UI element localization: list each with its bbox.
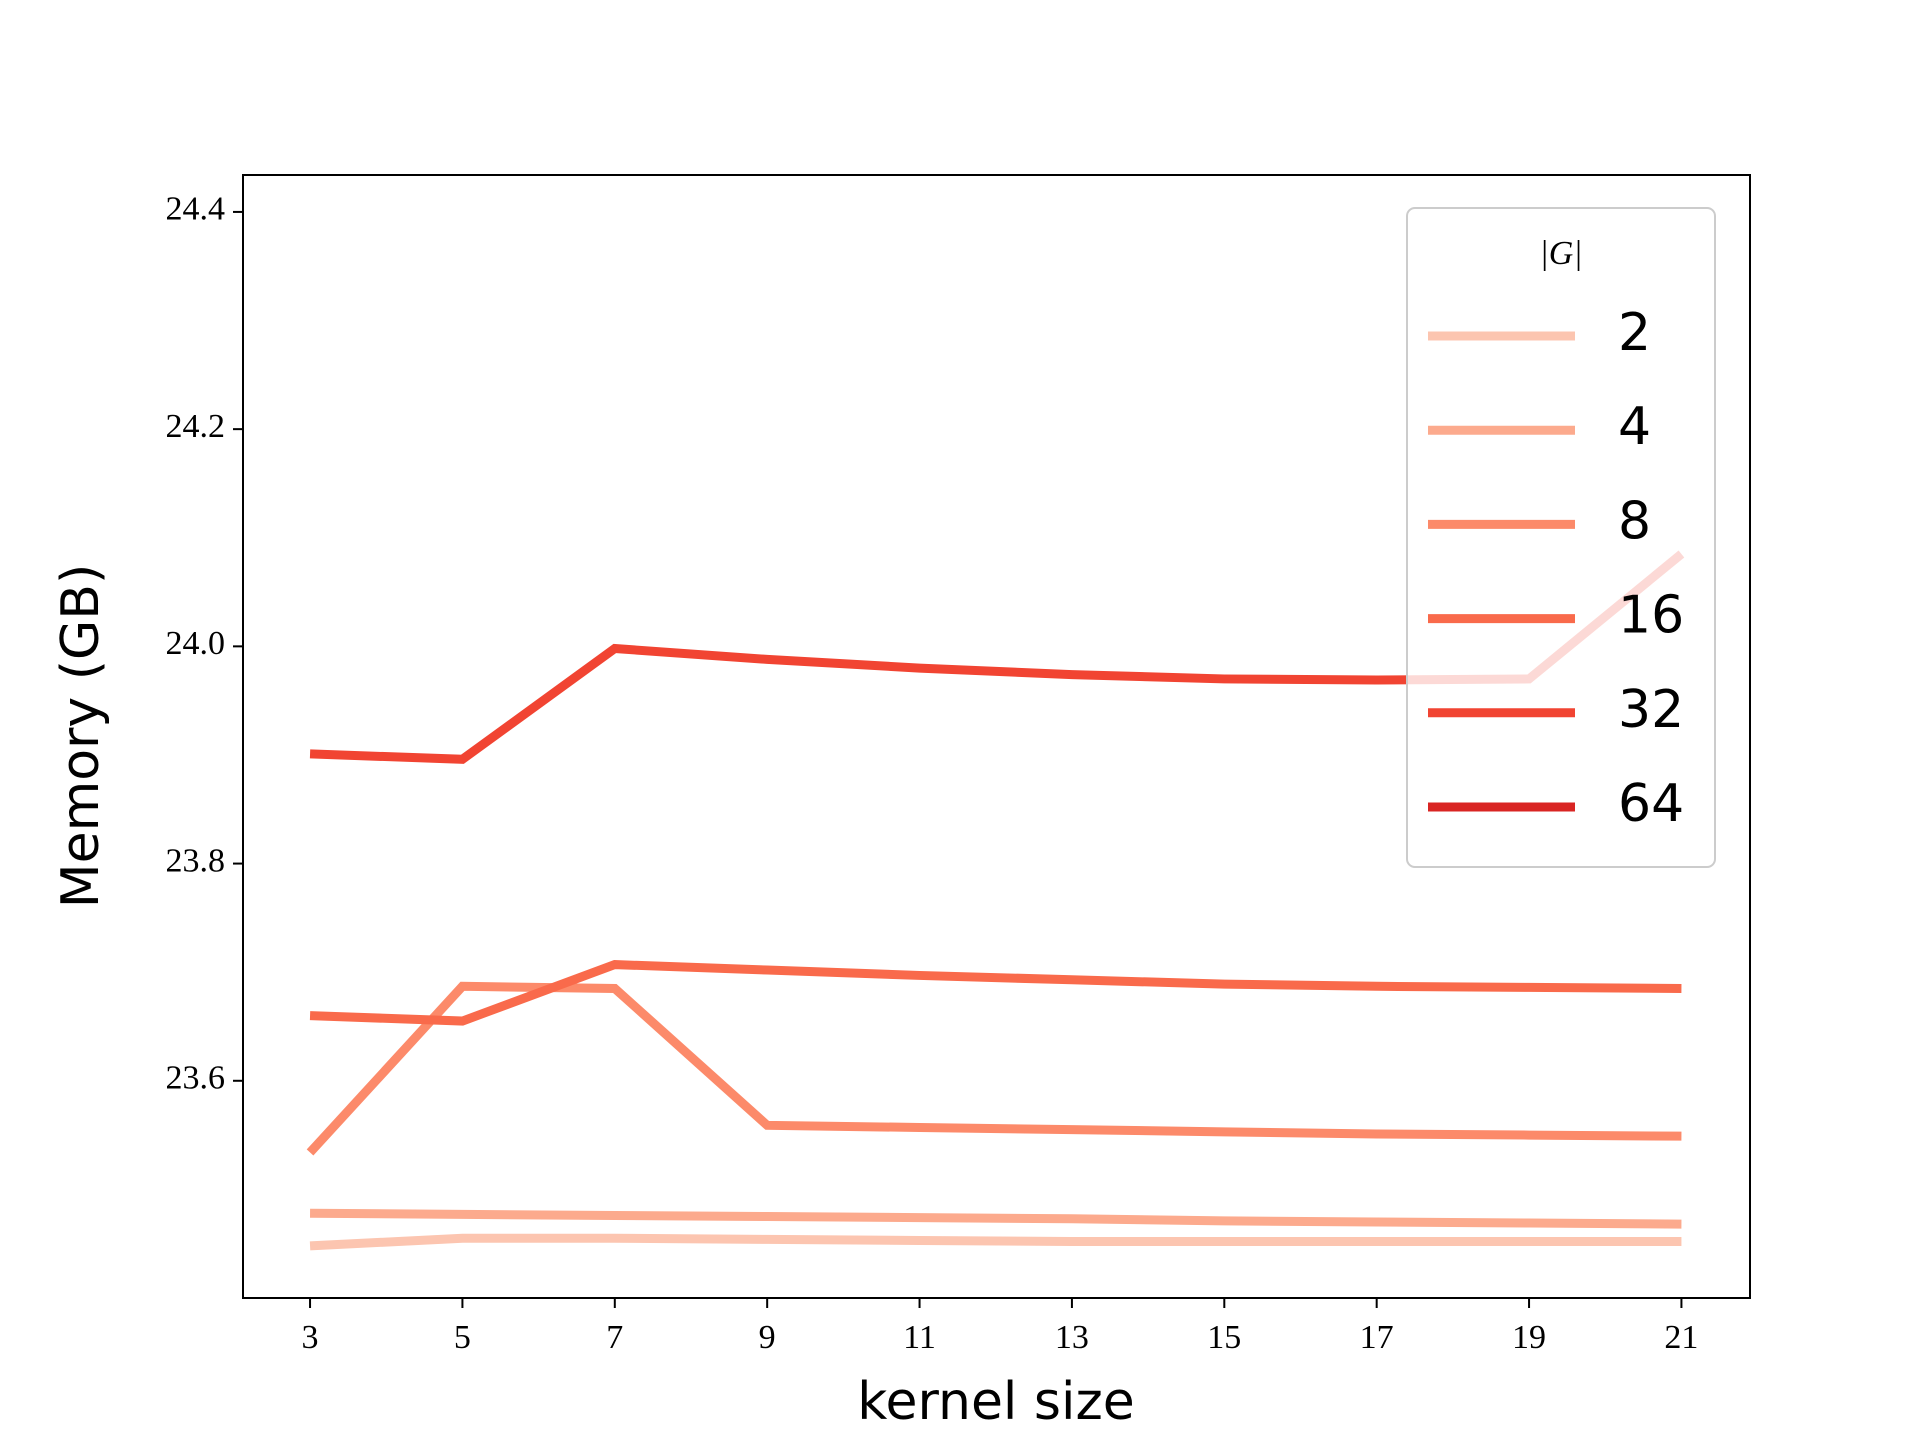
- legend-box: [1406, 207, 1716, 868]
- y-tick-label: 24.2: [166, 408, 226, 445]
- x-tick-label: 11: [903, 1319, 936, 1356]
- legend-label: 4: [1618, 397, 1651, 457]
- x-tick-label: 21: [1664, 1319, 1698, 1356]
- y-axis-label: Memory (GB): [51, 564, 111, 909]
- x-tick-label: 19: [1512, 1319, 1546, 1356]
- legend-label: 64: [1618, 774, 1684, 834]
- x-tick-label: 17: [1360, 1319, 1394, 1356]
- series-line: [309, 1233, 1682, 1251]
- x-tick-label: 5: [454, 1319, 471, 1356]
- y-tick-label: 24.4: [166, 191, 226, 228]
- y-tick-label: 23.6: [166, 1060, 226, 1097]
- x-axis-label: kernel size: [857, 1372, 1134, 1432]
- x-tick-label: 7: [606, 1319, 623, 1356]
- plot-frame: [242, 174, 1751, 1299]
- series-line: [310, 1208, 1682, 1229]
- legend-label: 2: [1618, 303, 1651, 363]
- legend-title: |G|: [1539, 235, 1582, 272]
- x-tick-label: 15: [1207, 1319, 1241, 1356]
- legend-label: 32: [1618, 680, 1684, 740]
- y-tick-label: 23.8: [166, 842, 226, 879]
- series-line: [309, 960, 1682, 1026]
- legend-label: 8: [1618, 491, 1651, 551]
- x-tick-label: 9: [759, 1319, 776, 1356]
- x-tick-label: 13: [1055, 1319, 1089, 1356]
- legend-label: 16: [1618, 586, 1684, 646]
- x-tick-label: 3: [302, 1319, 319, 1356]
- y-tick-label: 24.0: [166, 625, 226, 662]
- series-line: [306, 981, 1682, 1156]
